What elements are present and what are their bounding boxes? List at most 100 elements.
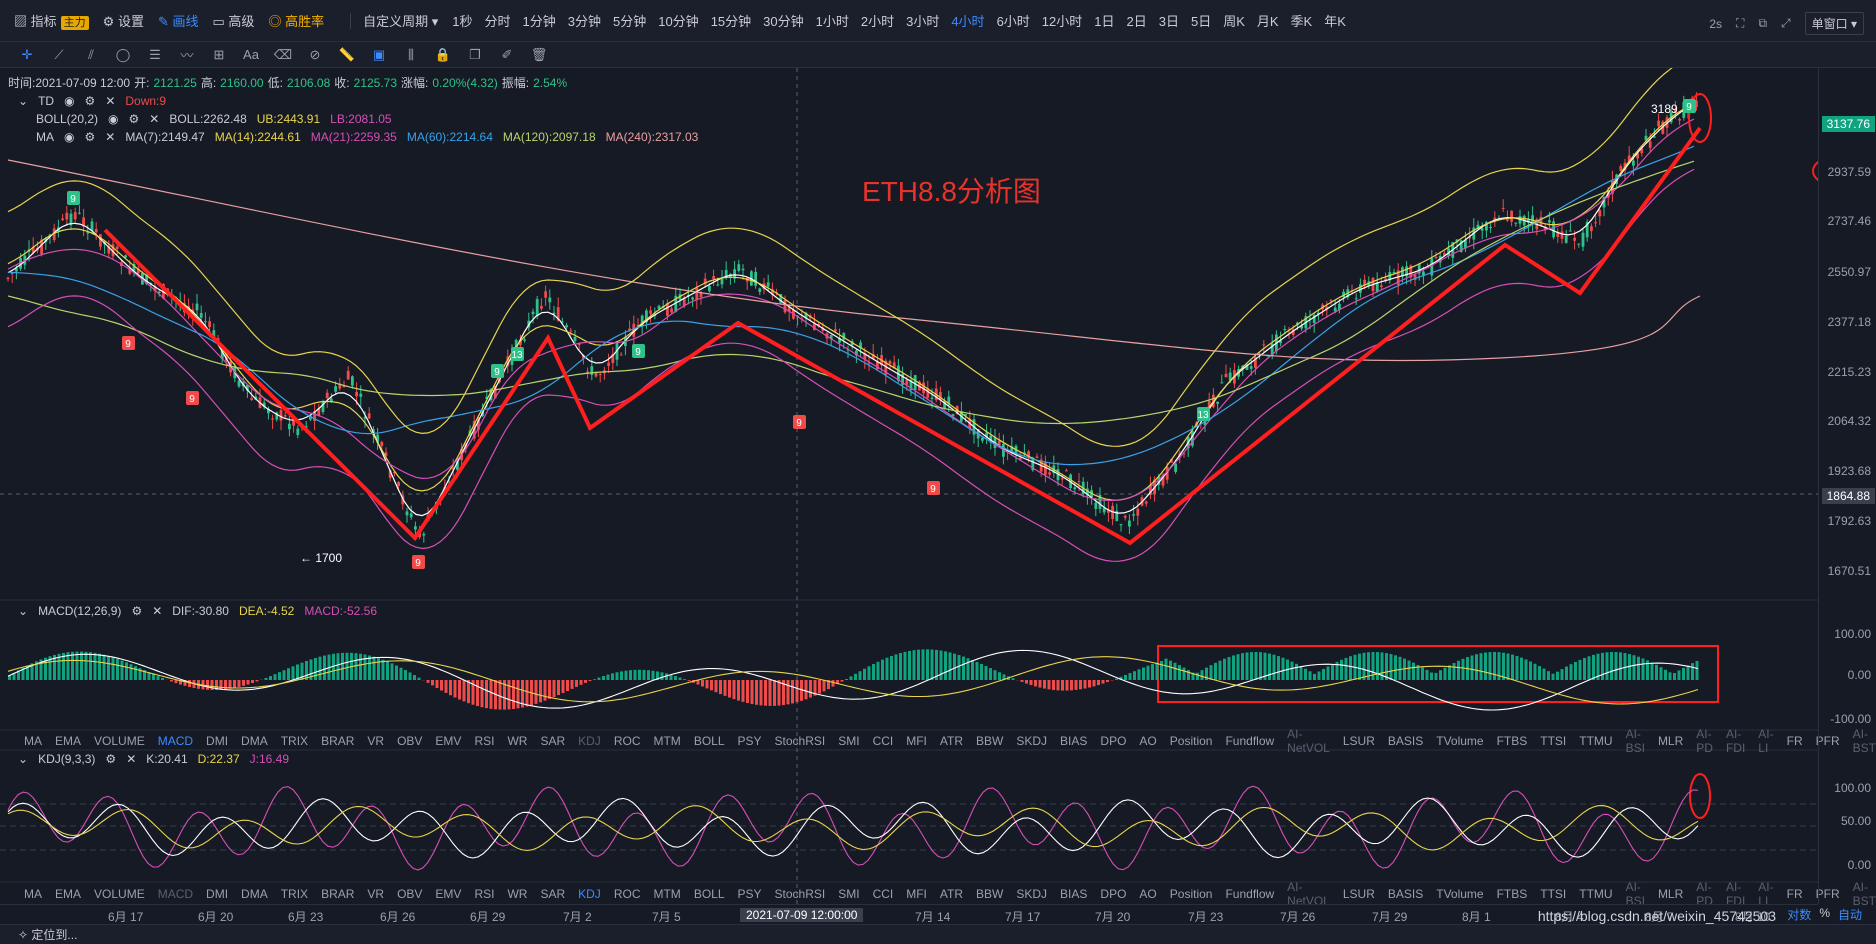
indicator-tab-ttsi[interactable]: TTSI (1540, 887, 1567, 901)
gear-icon[interactable]: ⚙ (84, 130, 96, 144)
close-icon[interactable]: ✕ (105, 130, 116, 144)
indicator-tab-vr[interactable]: VR (367, 887, 385, 901)
indicator-tab-ttsi[interactable]: TTSI (1540, 734, 1567, 748)
time-axis[interactable]: 6月 17 6月 20 6月 23 6月 26 6月 29 7月 2 7月 5 7月 14 7月… (0, 904, 1818, 925)
wave-icon[interactable]: 〰 (180, 48, 194, 63)
chart-canvas[interactable]: 9 9 9 9 13 9 9 9 9 13 9 (0, 68, 1818, 904)
indicator-tab-mfi[interactable]: MFI (906, 734, 927, 748)
indicator-tab-skdj[interactable]: SKDJ (1016, 887, 1048, 901)
period-19[interactable]: 月K (1256, 14, 1279, 29)
indicator-tab-pfr[interactable]: PFR (1815, 734, 1840, 748)
indicator-tab-ma[interactable]: MA (24, 734, 42, 748)
eye-icon[interactable]: ◉ (108, 112, 119, 126)
advanced-menu[interactable]: ▭ 高级 (212, 14, 255, 29)
chevron-down-icon[interactable]: ⌄ (18, 752, 29, 766)
close-icon[interactable]: ✕ (152, 604, 163, 618)
period-10[interactable]: 3小时 (906, 14, 940, 29)
indicator-tab-tvolume[interactable]: TVolume (1436, 887, 1484, 901)
indicators-menu[interactable]: ▨ 指标 主力 (14, 11, 89, 30)
win-rate-menu[interactable]: ◎ 高胜率 (268, 14, 325, 29)
copy-icon[interactable]: ❐ (469, 46, 481, 62)
period-15[interactable]: 2日 (1126, 14, 1147, 29)
period-0[interactable]: 1秒 (452, 14, 473, 29)
crosshair-icon[interactable]: ✛ (21, 46, 33, 62)
indicator-tab-mlr[interactable]: MLR (1657, 734, 1684, 748)
indicator-tab-macd[interactable]: MACD (157, 887, 194, 901)
indicator-tab-ttmu[interactable]: TTMU (1579, 887, 1613, 901)
trendline-icon[interactable]: ⟋ (54, 46, 64, 62)
settings-menu[interactable]: ⚙ 设置 (102, 14, 144, 29)
indicator-tab-ai-li[interactable]: AI-LI (1758, 880, 1774, 908)
indicator-tab-mfi[interactable]: MFI (906, 887, 927, 901)
period-2[interactable]: 1分钟 (522, 14, 556, 29)
indicator-tab-macd[interactable]: MACD (157, 734, 194, 748)
indicator-tab-ema[interactable]: EMA (55, 887, 82, 901)
expand-icon[interactable]: ⤢ (1781, 16, 1791, 30)
period-8[interactable]: 1小时 (815, 14, 849, 29)
eraser2-icon[interactable]: ⊘ (309, 46, 321, 62)
close-icon[interactable]: ✕ (105, 94, 116, 108)
period-12[interactable]: 6小时 (996, 14, 1030, 29)
indicator-tab-position[interactable]: Position (1169, 887, 1213, 901)
circle-icon[interactable]: ◯ (115, 46, 131, 62)
eye-icon[interactable]: ◉ (64, 130, 75, 144)
indicator-tab-ftbs[interactable]: FTBS (1496, 887, 1528, 901)
indicator-tab-stochrsi[interactable]: StochRSI (774, 887, 826, 901)
indicator-tab-ai-netvol[interactable]: AI-NetVOL (1287, 727, 1330, 755)
period-11[interactable]: 4小时 (951, 14, 985, 29)
indicator-tab-smi[interactable]: SMI (838, 734, 860, 748)
indicator-tab-atr[interactable]: ATR (939, 887, 964, 901)
indicator-tab-obv[interactable]: OBV (397, 887, 423, 901)
indicator-tab-fundflow[interactable]: Fundflow (1225, 887, 1275, 901)
indicator-tab-kdj[interactable]: KDJ (578, 734, 601, 748)
gear-icon[interactable]: ⚙ (128, 112, 140, 126)
drawing-menu[interactable]: ✎ 画线 (157, 14, 199, 29)
indicator-tab-brar[interactable]: BRAR (321, 734, 355, 748)
indicator-tab-fundflow[interactable]: Fundflow (1225, 734, 1275, 748)
gear-icon[interactable]: ⚙ (84, 94, 96, 108)
indicator-tab-dmi[interactable]: DMI (206, 734, 229, 748)
indicator-tab-dma[interactable]: DMA (241, 887, 268, 901)
indicator-tab-roc[interactable]: ROC (613, 734, 641, 748)
period-3[interactable]: 3分钟 (567, 14, 601, 29)
indicator-tab-emv[interactable]: EMV (435, 734, 462, 748)
period-18[interactable]: 周K (1223, 14, 1245, 29)
indicator-tab-trix[interactable]: TRIX (280, 734, 309, 748)
period-16[interactable]: 3日 (1158, 14, 1179, 29)
indicator-tab-trix[interactable]: TRIX (280, 887, 309, 901)
period-6[interactable]: 15分钟 (710, 14, 752, 29)
indicator-tab-ma[interactable]: MA (24, 887, 42, 901)
auto-scale-toggle[interactable]: 自动 (1837, 908, 1862, 922)
eraser-icon[interactable]: ⌫ (273, 46, 293, 62)
indicator-tab-bias[interactable]: BIAS (1060, 887, 1088, 901)
indicator-tab-position[interactable]: Position (1169, 734, 1213, 748)
period-17[interactable]: 5日 (1190, 14, 1212, 29)
indicator-tab-vr[interactable]: VR (367, 734, 385, 748)
candle-icon[interactable]: ⫼ (408, 46, 414, 62)
popout-icon[interactable]: ⧉ (1758, 16, 1768, 30)
indicator-tab-ttmu[interactable]: TTMU (1579, 734, 1613, 748)
indicator-tab-boll[interactable]: BOLL (693, 734, 725, 748)
indicator-tab-ai-pd[interactable]: AI-PD (1696, 727, 1713, 755)
indicator-tab-rsi[interactable]: RSI (474, 734, 495, 748)
indicator-tab-emv[interactable]: EMV (435, 887, 462, 901)
period-20[interactable]: 季K (1290, 14, 1313, 29)
indicator-tab-lsur[interactable]: LSUR (1342, 887, 1375, 901)
fullscreen-icon[interactable]: ⛶ (1736, 16, 1745, 30)
indicator-tab-ai-fdi[interactable]: AI-FDI (1725, 727, 1746, 755)
window-mode-dropdown[interactable]: 单窗口 ▾ (1804, 12, 1864, 35)
indicator-tab-rsi[interactable]: RSI (474, 887, 495, 901)
chevron-down-icon[interactable]: ⌄ (18, 94, 29, 108)
indicator-tab-psy[interactable]: PSY (737, 887, 762, 901)
close-icon[interactable]: ✕ (149, 112, 160, 126)
indicator-tab-mtm[interactable]: MTM (653, 887, 681, 901)
indicator-tab-obv[interactable]: OBV (397, 734, 423, 748)
period-21[interactable]: 年K (1324, 14, 1346, 29)
magnet-icon[interactable]: ▣ (372, 46, 386, 62)
fib-icon[interactable]: ☰ (149, 46, 161, 62)
indicator-tab-brar[interactable]: BRAR (321, 887, 355, 901)
indicator-tab-pfr[interactable]: PFR (1815, 887, 1840, 901)
parallel-icon[interactable]: ⫽ (88, 46, 94, 62)
period-7[interactable]: 30分钟 (763, 14, 804, 29)
indicator-tab-ao[interactable]: AO (1139, 887, 1157, 901)
